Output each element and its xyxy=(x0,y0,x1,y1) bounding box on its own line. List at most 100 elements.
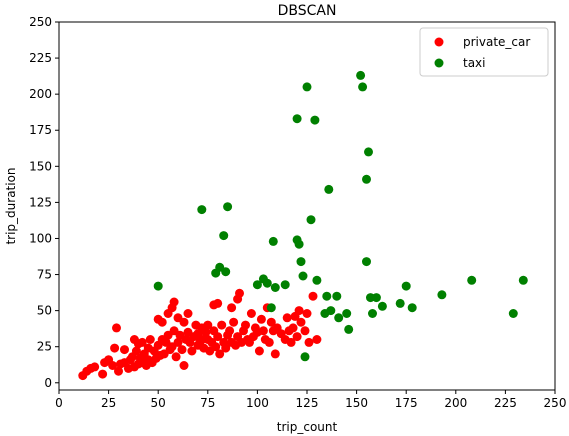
point-private-car-8 xyxy=(110,343,120,353)
point-taxi-10 xyxy=(266,303,276,313)
point-private-car-19 xyxy=(131,346,141,356)
point-taxi-31 xyxy=(344,324,354,334)
x-tick-label-9: 225 xyxy=(494,396,517,410)
legend-label-taxi: taxi xyxy=(463,56,486,70)
y-tick-label-1: 25 xyxy=(37,340,52,354)
point-private-car-92 xyxy=(241,320,250,330)
point-private-car-51 xyxy=(177,345,187,355)
point-private-car-67 xyxy=(201,327,211,337)
point-taxi-41 xyxy=(395,298,405,308)
point-private-car-13 xyxy=(120,345,129,355)
y-tick-label-8: 200 xyxy=(29,87,52,101)
point-taxi-30 xyxy=(342,309,352,318)
y-tick-label-4: 100 xyxy=(29,231,52,245)
x-tick-label-5: 125 xyxy=(296,396,319,410)
point-taxi-7 xyxy=(252,280,262,290)
point-private-car-4 xyxy=(98,369,108,379)
point-taxi-39 xyxy=(371,293,381,303)
points-layer xyxy=(78,70,528,381)
y-tick-label-9: 225 xyxy=(29,51,52,65)
point-private-car-119 xyxy=(300,326,310,336)
point-private-car-29 xyxy=(145,335,155,344)
point-private-car-105 xyxy=(266,317,276,327)
point-taxi-43 xyxy=(407,303,417,313)
point-taxi-5 xyxy=(221,267,231,277)
point-private-car-80 xyxy=(221,343,231,353)
point-taxi-21 xyxy=(306,215,316,225)
point-private-car-74 xyxy=(211,342,221,352)
point-taxi-6 xyxy=(223,202,233,212)
point-taxi-25 xyxy=(322,291,332,301)
point-taxi-12 xyxy=(270,283,280,292)
x-tick-label-2: 50 xyxy=(151,396,166,410)
y-tick-label-3: 75 xyxy=(37,268,52,282)
x-axis-label: trip_count xyxy=(277,420,338,434)
y-tick-label-0: 0 xyxy=(44,376,52,390)
point-private-car-120 xyxy=(302,309,312,318)
point-taxi-15 xyxy=(292,114,302,124)
point-private-car-117 xyxy=(294,306,304,316)
point-private-car-10 xyxy=(114,366,123,376)
point-private-car-37 xyxy=(157,317,167,327)
point-private-car-121 xyxy=(304,337,314,347)
point-private-car-122 xyxy=(308,291,318,301)
point-private-car-78 xyxy=(217,320,227,330)
point-private-car-69 xyxy=(203,320,213,330)
point-private-car-85 xyxy=(229,317,239,327)
point-private-car-100 xyxy=(256,314,266,324)
point-private-car-123 xyxy=(312,335,322,344)
legend-box xyxy=(419,27,549,77)
point-taxi-35 xyxy=(362,257,371,267)
point-private-car-7 xyxy=(108,361,118,370)
point-private-car-104 xyxy=(264,337,274,347)
point-private-car-58 xyxy=(187,346,197,356)
point-taxi-38 xyxy=(368,309,377,318)
legend-marker-taxi xyxy=(434,58,444,68)
x-tick-label-6: 150 xyxy=(345,396,368,410)
point-taxi-23 xyxy=(312,275,322,285)
point-taxi-26 xyxy=(324,184,334,194)
point-taxi-32 xyxy=(356,70,366,80)
point-taxi-45 xyxy=(467,275,477,285)
chart-title: DBSCAN xyxy=(278,3,337,19)
point-taxi-28 xyxy=(332,291,342,301)
point-taxi-36 xyxy=(364,147,373,157)
point-taxi-44 xyxy=(437,290,447,300)
point-taxi-29 xyxy=(334,313,344,323)
point-taxi-20 xyxy=(302,82,312,92)
point-taxi-34 xyxy=(362,174,371,184)
point-private-car-99 xyxy=(254,346,264,356)
legend-marker-private-car xyxy=(434,37,444,47)
y-tick-label-5: 125 xyxy=(29,195,52,209)
point-private-car-48 xyxy=(173,337,183,347)
legend-label-private-car: private_car xyxy=(463,35,530,49)
point-private-car-111 xyxy=(282,313,292,323)
point-taxi-9 xyxy=(262,278,272,288)
point-private-car-83 xyxy=(227,303,237,313)
y-tick-label-2: 50 xyxy=(37,304,52,318)
y-tick-label-6: 150 xyxy=(29,159,52,173)
point-private-car-3 xyxy=(90,362,100,372)
point-taxi-47 xyxy=(518,275,528,285)
point-private-car-46 xyxy=(169,297,179,307)
point-taxi-22 xyxy=(310,115,320,125)
x-axis: 0 25 50 75 100 125 150 175 200 225 250 xyxy=(55,390,566,410)
x-tick-label-7: 175 xyxy=(395,396,418,410)
x-tick-label-1: 25 xyxy=(101,396,116,410)
y-tick-label-10: 250 xyxy=(29,15,52,29)
x-tick-label-10: 250 xyxy=(544,396,567,410)
point-private-car-114 xyxy=(288,323,298,333)
point-private-car-52 xyxy=(179,317,189,327)
x-tick-label-4: 100 xyxy=(246,396,269,410)
point-taxi-17 xyxy=(296,257,306,267)
point-private-car-53 xyxy=(179,361,189,370)
point-taxi-19 xyxy=(300,352,310,362)
point-taxi-46 xyxy=(508,309,518,318)
point-private-car-118 xyxy=(296,317,306,327)
point-private-car-95 xyxy=(246,309,256,318)
point-private-car-116 xyxy=(292,332,302,342)
point-private-car-101 xyxy=(258,326,268,336)
point-taxi-13 xyxy=(280,280,290,290)
x-tick-label-0: 0 xyxy=(55,396,63,410)
